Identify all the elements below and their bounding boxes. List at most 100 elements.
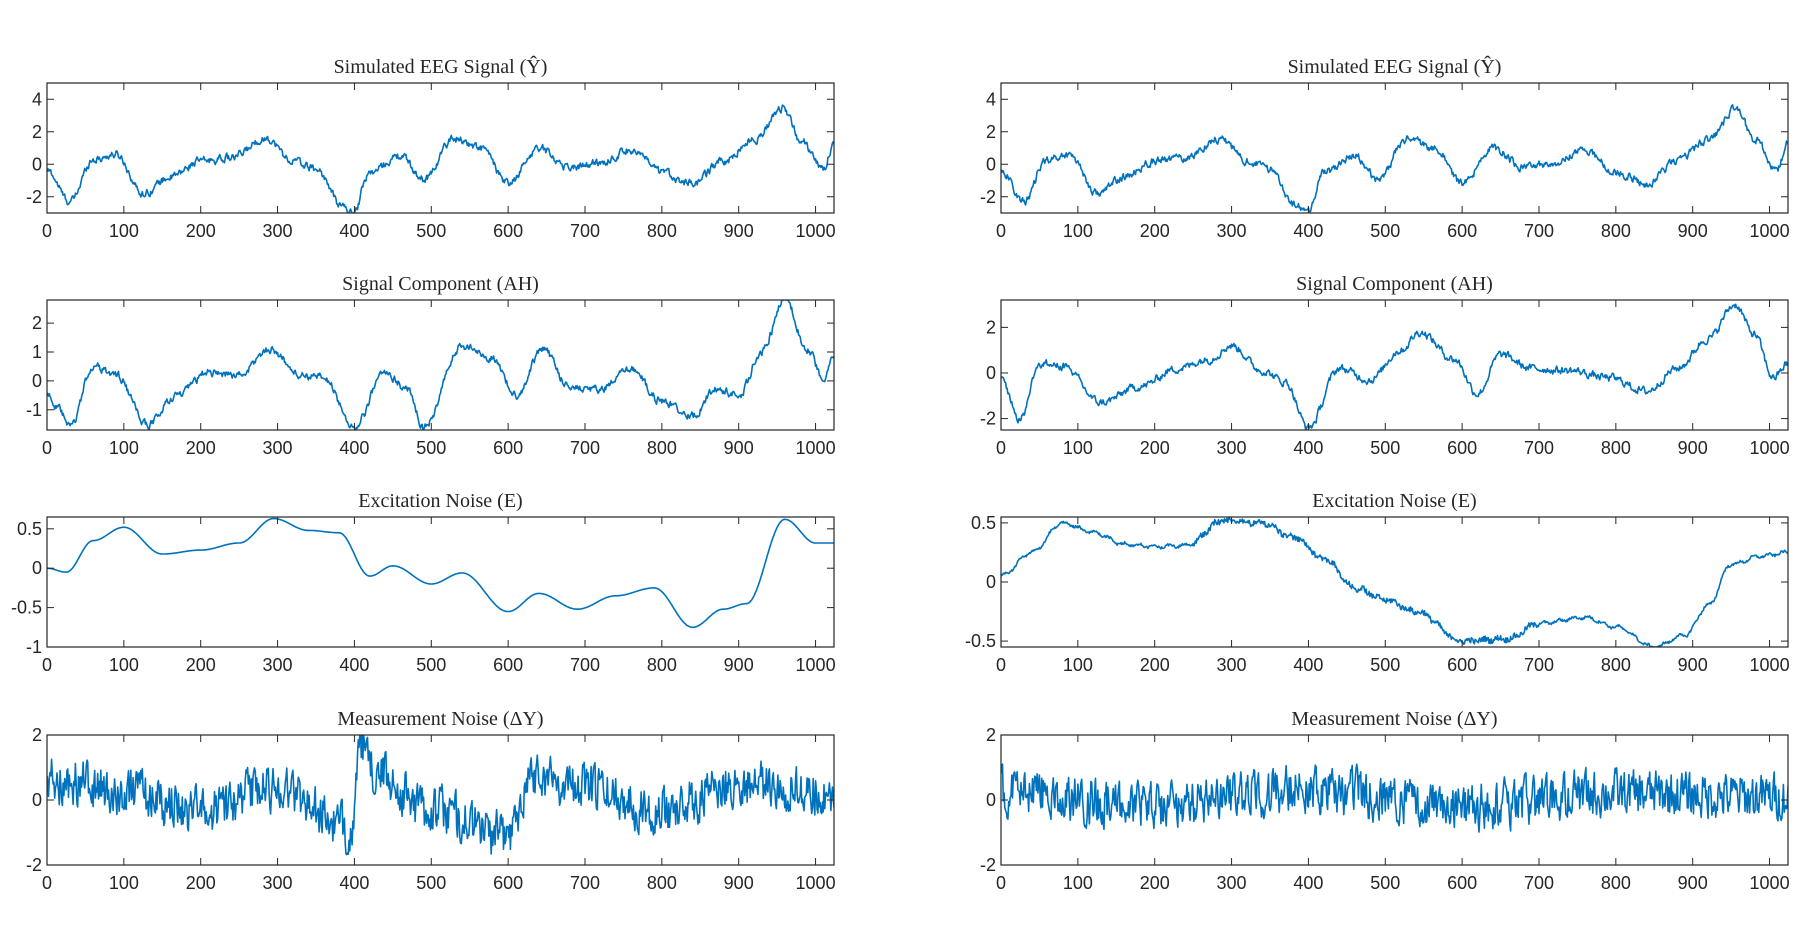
series-line	[1001, 303, 1788, 430]
x-tick-label: 300	[1217, 655, 1247, 675]
x-tick-label: 900	[1678, 438, 1708, 458]
y-tick-label: 0	[32, 154, 42, 174]
x-tick-label: 0	[42, 873, 52, 893]
x-tick-label: 500	[1370, 438, 1400, 458]
x-tick-label: 300	[263, 873, 293, 893]
x-tick-label: 300	[1217, 438, 1247, 458]
axes-frame	[46, 516, 835, 648]
subplot-left-4: Measurement Noise (ΔY) 0 100 200 300 400 500 60…	[26, 708, 836, 893]
y-tick-label: 0.5	[971, 513, 996, 533]
y-tick-label: -1	[26, 637, 42, 657]
x-tick-label: 100	[109, 655, 139, 675]
y-tick-label: 2	[986, 122, 996, 142]
series-line	[47, 735, 834, 856]
x-tick-label: 100	[1063, 873, 1093, 893]
x-tick-label: 400	[1293, 438, 1323, 458]
x-tick-label: 100	[1063, 221, 1093, 241]
axes-frame	[1000, 82, 1789, 214]
y-tick-label: 2	[32, 122, 42, 142]
x-tick-label: 800	[647, 438, 677, 458]
x-tick-label: 600	[1447, 655, 1477, 675]
x-tick-label: 700	[1524, 221, 1554, 241]
x-tick-label: 800	[647, 655, 677, 675]
x-tick-label: 0	[996, 438, 1006, 458]
x-tick-label: 500	[1370, 873, 1400, 893]
x-tick-label: 1000	[1750, 438, 1790, 458]
x-tick-label: 200	[1140, 221, 1170, 241]
x-tick-label: 0	[42, 221, 52, 241]
y-tick-label: 0	[986, 790, 996, 810]
y-tick-label: -2	[26, 187, 42, 207]
x-tick-label: 200	[186, 655, 216, 675]
subplot-title: Simulated EEG Signal (Ŷ)	[1288, 55, 1502, 78]
x-tick-label: 0	[42, 438, 52, 458]
x-tick-label: 800	[1601, 438, 1631, 458]
x-tick-label: 600	[493, 438, 523, 458]
x-tick-label: 0	[996, 873, 1006, 893]
subplot-left-3: Excitation Noise (E) 0 100 200 300 400 500 600 7…	[11, 490, 836, 675]
x-tick-label: 500	[1370, 655, 1400, 675]
x-tick-label: 1000	[1750, 655, 1790, 675]
axes-frame	[46, 299, 835, 431]
y-tick-label: 2	[32, 725, 42, 745]
series-line	[1001, 763, 1788, 833]
x-tick-label: 200	[1140, 438, 1170, 458]
x-tick-label: 700	[1524, 438, 1554, 458]
x-tick-label: 200	[1140, 873, 1170, 893]
x-tick-label: 0	[996, 221, 1006, 241]
x-tick-label: 300	[263, 438, 293, 458]
x-tick-label: 300	[1217, 221, 1247, 241]
x-tick-label: 400	[339, 438, 369, 458]
subplot-title: Measurement Noise (ΔY)	[337, 708, 543, 730]
x-tick-label: 800	[1601, 221, 1631, 241]
x-tick-label: 500	[416, 873, 446, 893]
subplot-left-2: Signal Component (AH) 0 100 200 300 400 500 600…	[26, 273, 836, 458]
axes-frame	[1000, 299, 1789, 431]
x-tick-label: 200	[186, 438, 216, 458]
x-tick-label: 300	[1217, 873, 1247, 893]
y-tick-label: 0	[32, 790, 42, 810]
x-tick-label: 0	[996, 655, 1006, 675]
x-tick-label: 700	[570, 438, 600, 458]
x-tick-label: 200	[186, 221, 216, 241]
subplot-title: Excitation Noise (E)	[358, 490, 522, 512]
subplot-title: Measurement Noise (ΔY)	[1291, 708, 1497, 730]
y-tick-label: -1	[26, 400, 42, 420]
x-tick-label: 300	[263, 221, 293, 241]
y-tick-label: 1	[32, 342, 42, 362]
x-tick-label: 500	[1370, 221, 1400, 241]
y-tick-label: 4	[32, 89, 42, 109]
subplot-title: Excitation Noise (E)	[1312, 490, 1476, 512]
y-tick-label: -0.5	[11, 598, 42, 618]
x-tick-label: 200	[1140, 655, 1170, 675]
x-tick-label: 700	[1524, 655, 1554, 675]
y-tick-label: -2	[980, 855, 996, 875]
x-tick-label: 100	[109, 873, 139, 893]
x-tick-label: 700	[570, 873, 600, 893]
subplot-right-3: Excitation Noise (E) 0 100 200 300 400 500 600 7…	[965, 490, 1790, 675]
x-tick-label: 700	[1524, 873, 1554, 893]
subplot-right-4: Measurement Noise (ΔY) 0 100 200 300 400 500 60…	[980, 708, 1790, 893]
x-tick-label: 400	[339, 221, 369, 241]
x-tick-label: 800	[1601, 873, 1631, 893]
x-tick-label: 600	[1447, 873, 1477, 893]
axes-frame	[46, 82, 835, 214]
x-tick-label: 700	[570, 221, 600, 241]
y-tick-label: 0	[32, 371, 42, 391]
y-tick-label: 2	[986, 317, 996, 337]
x-tick-label: 500	[416, 655, 446, 675]
x-tick-label: 400	[339, 873, 369, 893]
x-tick-label: 900	[724, 873, 754, 893]
subplot-right-1: Simulated EEG Signal (Ŷ) 0 100 200 300 400 500…	[980, 55, 1790, 241]
y-tick-label: -0.5	[965, 631, 996, 651]
x-tick-label: 1000	[1750, 873, 1790, 893]
subplot-left-1: Simulated EEG Signal (Ŷ) 0 100 200 300 400 500…	[26, 55, 836, 241]
x-tick-label: 800	[647, 873, 677, 893]
series-line	[1001, 517, 1788, 647]
x-tick-label: 1000	[796, 873, 836, 893]
x-tick-label: 600	[493, 221, 523, 241]
subplot-title: Simulated EEG Signal (Ŷ)	[334, 55, 548, 78]
x-tick-label: 100	[1063, 438, 1093, 458]
x-tick-label: 1000	[796, 221, 836, 241]
